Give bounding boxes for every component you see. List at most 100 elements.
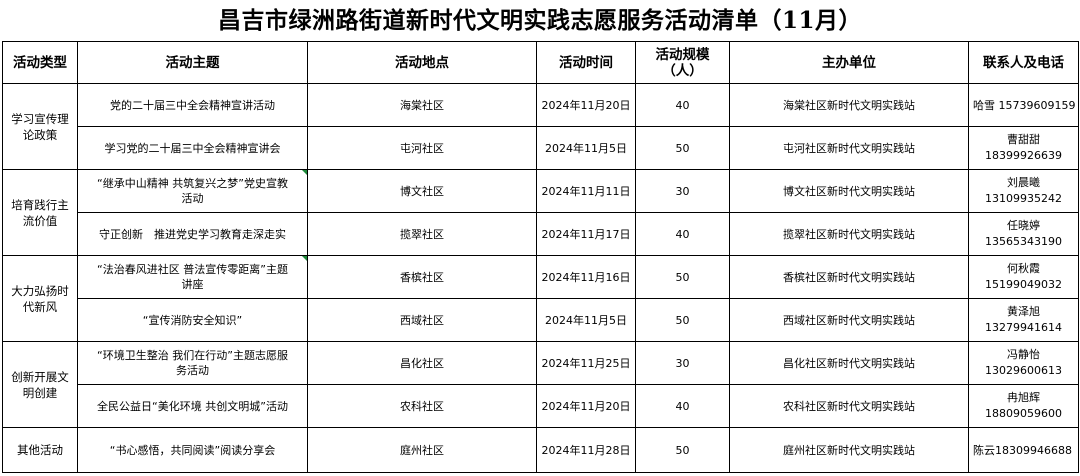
table-row: 学习宣传理 论政策 党的二十届三中全会精神宣讲活动 海棠社区 2024年11月2… [2, 83, 1079, 170]
contact-cell: 冉旭辉 18809059600 [968, 384, 1079, 428]
theme-cell: “环境卫生整治 我们在行动”主题志愿服 务活动 [77, 341, 308, 385]
time-cell: 2024年11月20日 [536, 83, 636, 127]
theme-text: 学习党的二十届三中全会精神宣讲会 [104, 141, 281, 155]
theme-text: “法治春风进社区 普法宣传零距离”主题 [97, 263, 288, 276]
theme-text: 守正创新 推进党史学习教育走深走实 [99, 227, 286, 241]
place-cell: 西域社区 [307, 298, 537, 342]
header-place: 活动地点 [307, 41, 537, 84]
header-time: 活动时间 [536, 41, 636, 84]
theme-text: 全民公益日“美化环境 共创文明城”活动 [97, 399, 288, 413]
header-scale-line2: （人） [662, 62, 703, 79]
category-label: 流价值 [22, 213, 58, 228]
theme-text: “环境卫生整治 我们在行动”主题志愿服 [97, 349, 288, 362]
organizer-cell: 香槟社区新时代文明实践站 [729, 255, 969, 299]
table-row: 其他活动 “书心感悟，共同阅读”阅读分享会 庭州社区 2024年11月28日 5… [2, 427, 1079, 473]
header-organizer: 主办单位 [729, 41, 969, 84]
scale-cell: 50 [635, 298, 730, 342]
category-cell: 其他活动 [2, 427, 78, 473]
contact-cell: 曹甜甜 18399926639 [968, 126, 1079, 170]
time-cell: 2024年11月28日 [536, 427, 636, 473]
page-title: 昌吉市绿洲路街道新时代文明实践志愿服务活动清单（11月） [217, 7, 862, 34]
scale-cell: 50 [635, 427, 730, 473]
contact-name: 任晓婷 [1007, 219, 1040, 232]
scale-cell: 40 [635, 384, 730, 428]
theme-text: 务活动 [176, 364, 209, 377]
category-cell: 创新开展文 明创建 [2, 341, 78, 428]
theme-cell: 全民公益日“美化环境 共创文明城”活动 [77, 384, 308, 428]
organizer-cell: 揽翠社区新时代文明实践站 [729, 212, 969, 256]
table-row: 大力弘扬时 代新风 “法治春风进社区 普法宣传零距离”主题 讲座 香槟社区 20… [2, 255, 1079, 342]
header-scale: 活动规模 （人） [635, 41, 730, 84]
theme-cell: 守正创新 推进党史学习教育走深走实 [77, 212, 308, 256]
contact-phone: 15739609159 [998, 98, 1076, 112]
contact-phone: 18399926639 [985, 149, 1062, 162]
place-cell: 香槟社区 [307, 255, 537, 299]
header-theme: 活动主题 [77, 41, 308, 84]
scale-cell: 40 [635, 212, 730, 256]
theme-cell: “继承中山精神 共筑复兴之梦”党史宣教 活动 [77, 169, 308, 213]
theme-cell: “宣传消防安全知识” [77, 298, 308, 342]
contact-name: 刘晨曦 [1007, 176, 1040, 189]
theme-text: 活动 [181, 192, 204, 205]
contact-name: 冯静怡 [1007, 348, 1040, 361]
place-cell: 农科社区 [307, 384, 537, 428]
contact-cell: 任晓婷 13565343190 [968, 212, 1079, 256]
theme-cell: “法治春风进社区 普法宣传零距离”主题 讲座 [77, 255, 308, 299]
contact-phone: 13279941614 [985, 321, 1062, 334]
table-row: 守正创新 推进党史学习教育走深走实 揽翠社区 2024年11月17日 40 揽翠… [3, 212, 1079, 256]
organizer-cell: 农科社区新时代文明实践站 [729, 384, 969, 428]
category-cell: 学习宣传理 论政策 [2, 83, 78, 170]
contact-phone: 18309946688 [995, 443, 1072, 457]
contact-cell: 何秋霞 15199049032 [968, 255, 1079, 299]
scale-cell: 50 [635, 126, 730, 170]
contact-cell: 黄泽旭 13279941614 [968, 298, 1079, 342]
contact-phone: 13109935242 [985, 192, 1062, 205]
header-scale-line1: 活动规模 [655, 46, 710, 63]
scale-cell: 50 [635, 255, 730, 299]
time-cell: 2024年11月11日 [536, 169, 636, 213]
contact-name: 黄泽旭 [1007, 305, 1040, 318]
place-cell: 昌化社区 [307, 341, 537, 385]
contact-name: 哈雪 [973, 98, 995, 112]
theme-cell: 党的二十届三中全会精神宣讲活动 [77, 83, 308, 127]
organizer-cell: 昌化社区新时代文明实践站 [729, 341, 969, 385]
category-cell: 培育践行主 流价值 [2, 169, 78, 256]
category-label: 学习宣传理 [11, 111, 69, 126]
contact-name: 曹甜甜 [1007, 133, 1040, 146]
time-cell: 2024年11月20日 [536, 384, 636, 428]
table-row: 培育践行主 流价值 “继承中山精神 共筑复兴之梦”党史宣教 活动 博文社区 20… [2, 169, 1079, 256]
theme-text: 讲座 [181, 278, 204, 291]
theme-text: “宣传消防安全知识” [142, 313, 243, 327]
contact-phone: 13565343190 [985, 235, 1062, 248]
time-cell: 2024年11月25日 [536, 341, 636, 385]
organizer-cell: 西域社区新时代文明实践站 [729, 298, 969, 342]
contact-cell: 哈雪 15739609159 [968, 83, 1079, 127]
category-label: 论政策 [22, 127, 58, 142]
category-label: 创新开展文 [11, 369, 69, 384]
activity-table: 活动类型 活动主题 活动地点 活动时间 活动规模 （人） 主办单位 联系人及电话… [2, 41, 1079, 473]
place-cell: 海棠社区 [307, 83, 537, 127]
organizer-cell: 屯河社区新时代文明实践站 [729, 126, 969, 170]
category-label: 代新风 [22, 299, 58, 314]
category-label: 其他活动 [17, 443, 63, 457]
contact-phone: 18809059600 [985, 407, 1062, 420]
organizer-cell: 博文社区新时代文明实践站 [729, 169, 969, 213]
scale-cell: 30 [635, 341, 730, 385]
contact-cell: 刘晨曦 13109935242 [968, 169, 1079, 213]
table-row: 学习党的二十届三中全会精神宣讲会 屯河社区 2024年11月5日 50 屯河社区… [3, 126, 1079, 170]
theme-text: 党的二十届三中全会精神宣讲活动 [110, 98, 275, 112]
organizer-cell: 庭州社区新时代文明实践站 [729, 427, 969, 473]
place-cell: 庭州社区 [307, 427, 537, 473]
scale-cell: 40 [635, 83, 730, 127]
scale-cell: 30 [635, 169, 730, 213]
contact-phone: 15199049032 [985, 278, 1062, 291]
table-row: “宣传消防安全知识” 西域社区 2024年11月5日 50 西域社区新时代文明实… [3, 298, 1079, 342]
category-label: 培育践行主 [11, 197, 69, 212]
theme-cell: “书心感悟，共同阅读”阅读分享会 [77, 427, 308, 473]
header-contact: 联系人及电话 [968, 41, 1079, 84]
theme-text: “继承中山精神 共筑复兴之梦”党史宣教 [97, 177, 288, 190]
theme-cell: 学习党的二十届三中全会精神宣讲会 [77, 126, 308, 170]
contact-name: 陈云 [973, 443, 995, 457]
category-label: 大力弘扬时 [11, 283, 69, 298]
